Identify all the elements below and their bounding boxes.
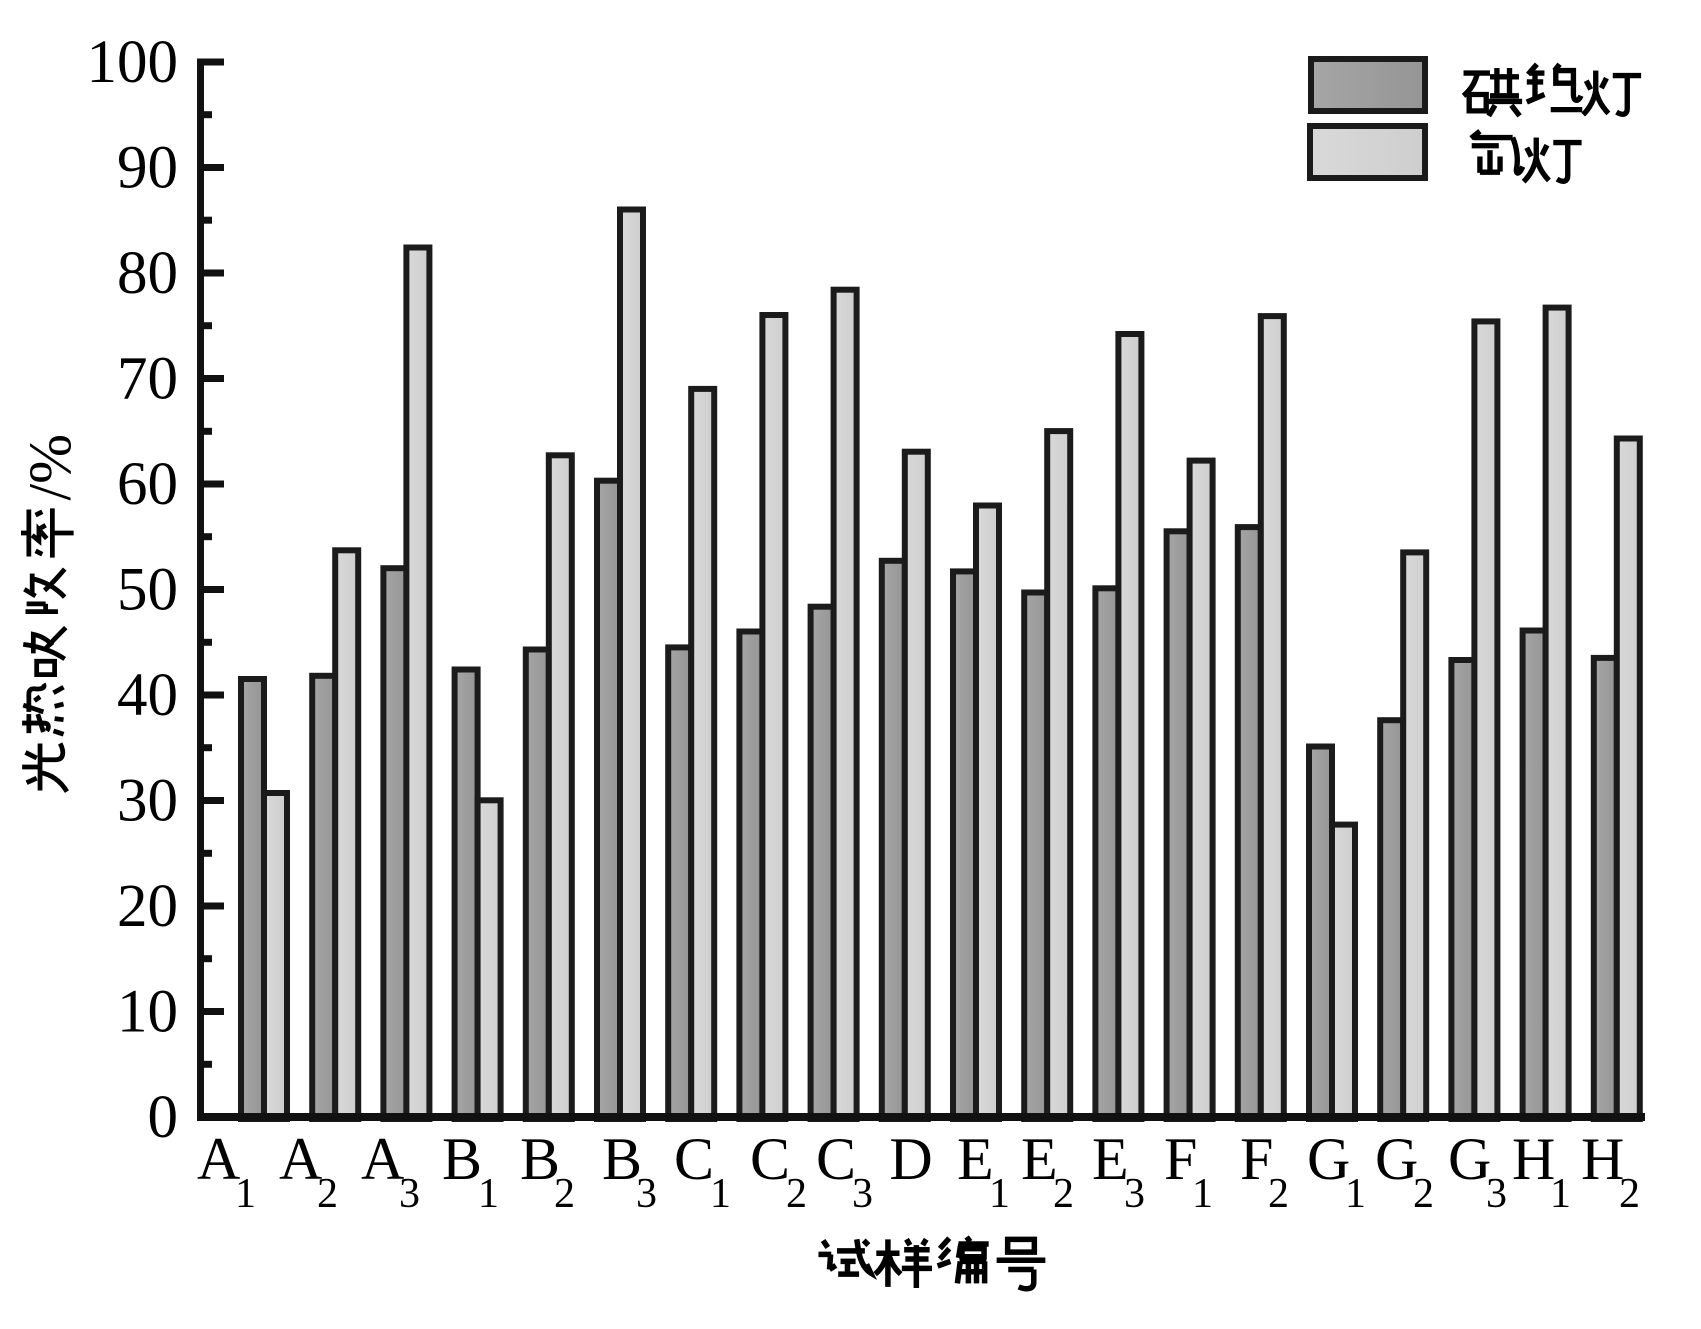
svg-text:3: 3	[1124, 1171, 1145, 1217]
svg-text:F: F	[1164, 1126, 1197, 1192]
svg-text:A: A	[197, 1126, 240, 1192]
svg-text:30: 30	[117, 768, 178, 835]
svg-text:2: 2	[1619, 1171, 1640, 1217]
svg-text:F: F	[1240, 1126, 1273, 1192]
svg-text:H: H	[1581, 1126, 1624, 1192]
svg-text:2: 2	[1413, 1171, 1434, 1217]
svg-text:3: 3	[852, 1171, 873, 1217]
svg-text:60: 60	[117, 451, 178, 518]
svg-text:A: A	[361, 1126, 404, 1192]
svg-text:2: 2	[1053, 1171, 1074, 1217]
svg-text:/%: /%	[17, 434, 83, 501]
svg-text:70: 70	[117, 346, 178, 413]
svg-text:90: 90	[117, 135, 178, 202]
svg-text:2: 2	[554, 1171, 575, 1217]
svg-text:20: 20	[117, 873, 178, 940]
svg-text:0: 0	[148, 1084, 179, 1151]
svg-text:80: 80	[117, 240, 178, 307]
svg-text:1: 1	[478, 1171, 499, 1217]
svg-text:B: B	[442, 1126, 482, 1192]
svg-text:1: 1	[989, 1171, 1010, 1217]
svg-text:3: 3	[1486, 1171, 1507, 1217]
svg-text:A: A	[279, 1126, 322, 1192]
svg-text:1: 1	[710, 1171, 731, 1217]
svg-text:2: 2	[317, 1171, 338, 1217]
svg-text:C: C	[674, 1126, 714, 1192]
svg-text:100: 100	[87, 29, 179, 96]
svg-text:40: 40	[117, 662, 178, 729]
svg-text:E: E	[1092, 1126, 1129, 1192]
svg-text:C: C	[816, 1126, 856, 1192]
svg-text:B: B	[520, 1126, 560, 1192]
svg-text:E: E	[1021, 1126, 1058, 1192]
svg-text:3: 3	[636, 1171, 657, 1217]
svg-text:G: G	[1448, 1126, 1491, 1192]
svg-text:G: G	[1307, 1126, 1350, 1192]
svg-text:C: C	[750, 1126, 790, 1192]
svg-text:2: 2	[786, 1171, 807, 1217]
svg-text:H: H	[1512, 1126, 1555, 1192]
svg-text:50: 50	[117, 557, 178, 624]
svg-text:E: E	[957, 1126, 994, 1192]
svg-text:2: 2	[1268, 1171, 1289, 1217]
svg-text:3: 3	[399, 1171, 420, 1217]
svg-text:B: B	[602, 1126, 642, 1192]
svg-text:1: 1	[1345, 1171, 1366, 1217]
svg-text:1: 1	[1550, 1171, 1571, 1217]
svg-text:1: 1	[1192, 1171, 1213, 1217]
svg-text:G: G	[1375, 1126, 1418, 1192]
svg-text:D: D	[889, 1126, 932, 1192]
svg-text:1: 1	[235, 1171, 256, 1217]
svg-text:10: 10	[117, 979, 178, 1046]
